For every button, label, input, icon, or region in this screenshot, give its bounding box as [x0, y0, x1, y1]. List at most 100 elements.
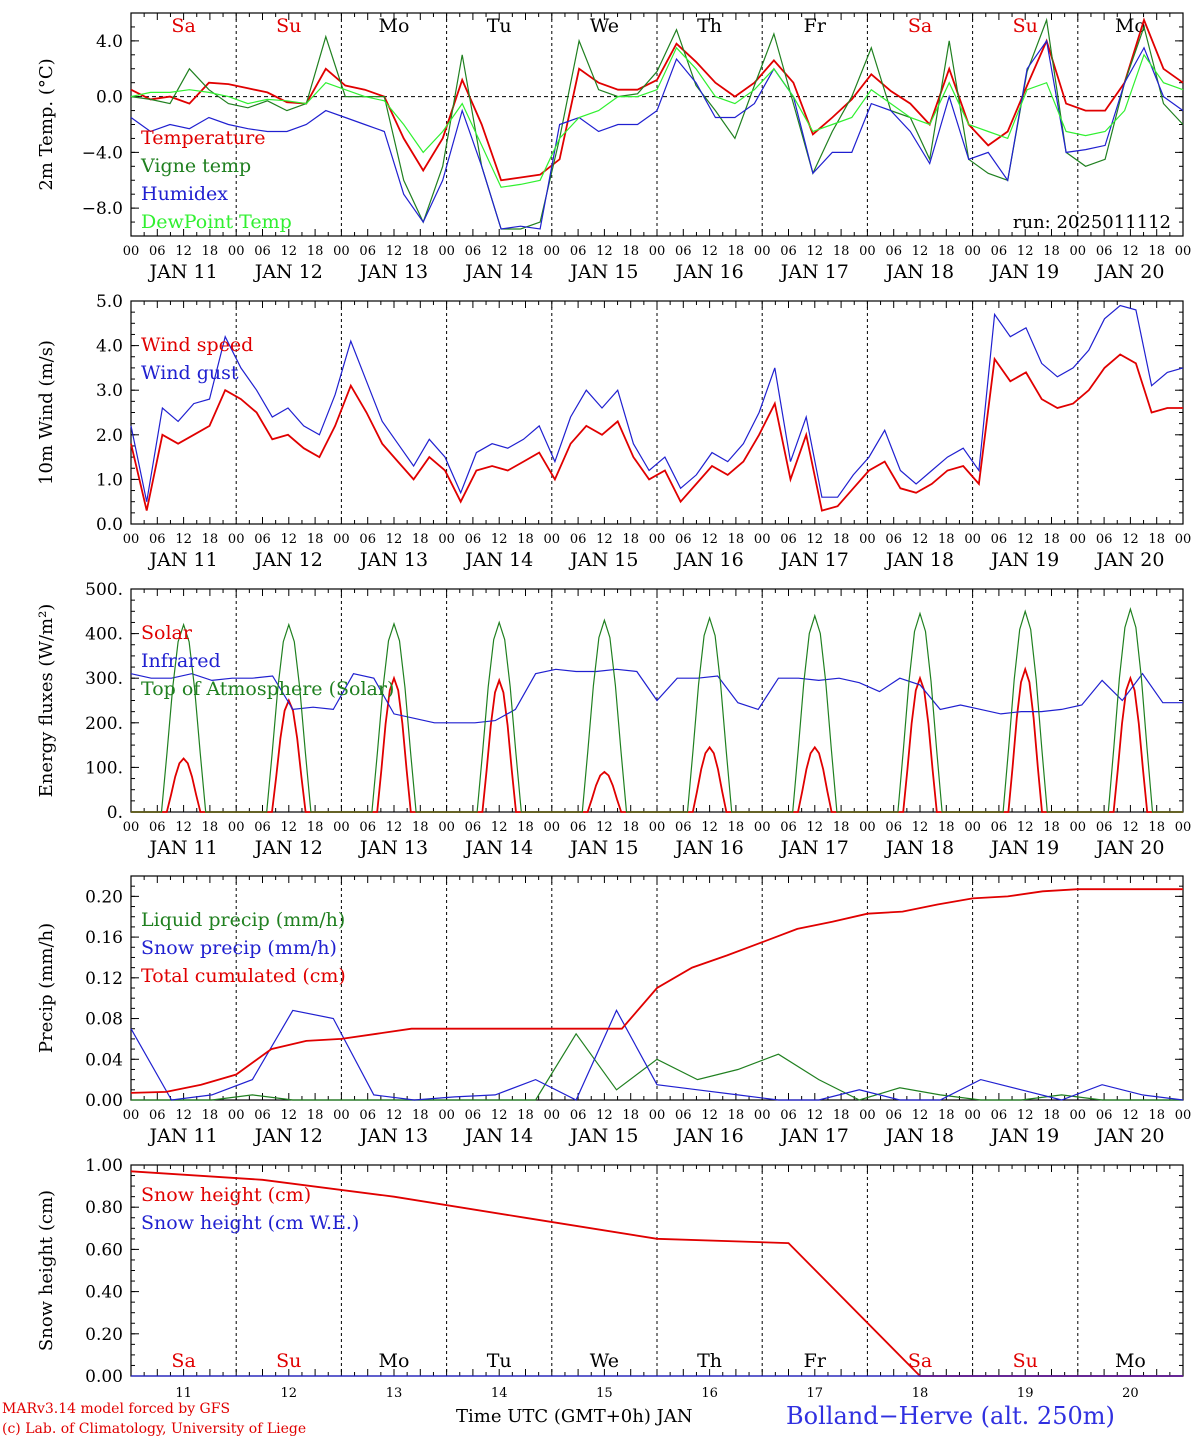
weekday-label: Su [276, 1350, 301, 1372]
y-tick-label: 400. [85, 625, 123, 645]
y-tick-label: 0.40 [85, 1283, 123, 1303]
x-hour-label: 00 [438, 820, 455, 835]
x-hour-label: 06 [991, 244, 1008, 259]
x-hour-label: 12 [491, 244, 508, 259]
x-hour-label: 12 [491, 820, 508, 835]
x-hour-label: 06 [991, 1108, 1008, 1123]
y-tick-label: 4.0 [96, 337, 123, 357]
x-day-label: JAN 17 [779, 1125, 849, 1147]
y-tick-label: 0.20 [85, 1325, 123, 1345]
x-hour-label: 18 [1148, 1108, 1165, 1123]
x-day-number: 17 [807, 1386, 824, 1401]
x-hour-label: 18 [1148, 244, 1165, 259]
x-hour-label: 18 [517, 532, 534, 547]
x-hour-label: 00 [438, 532, 455, 547]
weekday-label: Th [697, 15, 722, 37]
x-hour-label: 18 [307, 1108, 324, 1123]
x-hour-label: 06 [885, 820, 902, 835]
x-day-number: 16 [701, 1386, 718, 1401]
x-hour-label: 12 [701, 820, 718, 835]
y-tick-label: 300. [85, 669, 123, 689]
x-day-label: JAN 19 [989, 549, 1059, 571]
x-hour-label: 12 [281, 1108, 298, 1123]
legend-entry: Temperature [141, 127, 265, 149]
x-hour-label: 06 [1096, 244, 1113, 259]
x-hour-label: 18 [517, 1108, 534, 1123]
weekday-label: We [590, 15, 619, 37]
y-tick-label: 0.00 [85, 1367, 123, 1387]
x-hour-label: 12 [1017, 244, 1034, 259]
x-day-label: JAN 20 [1094, 837, 1164, 859]
x-hour-label: 12 [175, 820, 192, 835]
series-top-of-atmosphere-solar- [131, 607, 1183, 813]
y-tick-label: 100. [85, 758, 123, 778]
y-tick-label: 0. [107, 803, 123, 823]
y-tick-label: −4.0 [82, 143, 123, 163]
x-hour-label: 06 [254, 820, 271, 835]
legend-entry: Solar [141, 622, 193, 644]
series-infrared [130, 668, 1183, 724]
x-hour-label: 12 [491, 532, 508, 547]
x-hour-label: 18 [938, 244, 955, 259]
weekday-label: Mo [1115, 1350, 1146, 1372]
x-hour-label: 18 [728, 244, 745, 259]
x-day-label: JAN 15 [568, 837, 638, 859]
x-hour-label: 18 [833, 244, 850, 259]
y-tick-label: 0.80 [85, 1198, 123, 1218]
x-hour-label: 18 [728, 532, 745, 547]
x-day-label: JAN 18 [884, 837, 954, 859]
x-day-label: JAN 13 [358, 837, 428, 859]
footer-credit: (c) Lab. of Climatology, University of L… [2, 1421, 307, 1437]
y-tick-label: 200. [85, 714, 123, 734]
x-hour-label: 12 [1122, 1108, 1139, 1123]
x-hour-label: 06 [359, 820, 376, 835]
x-day-number: 15 [596, 1386, 613, 1401]
series-wind-gust [130, 304, 1184, 502]
x-hour-label: 12 [701, 244, 718, 259]
y-axis-label: Snow height (cm) [36, 1190, 57, 1351]
x-hour-label: 00 [123, 1108, 140, 1123]
x-hour-label: 12 [1122, 532, 1139, 547]
x-hour-label: 18 [938, 1108, 955, 1123]
x-hour-label: 00 [123, 820, 140, 835]
x-day-label: JAN 20 [1094, 549, 1164, 571]
x-hour-label: 00 [1070, 1108, 1087, 1123]
x-day-label: JAN 16 [674, 837, 744, 859]
x-hour-label: 12 [1017, 532, 1034, 547]
weekday-label: Fr [804, 1350, 827, 1372]
x-hour-label: 12 [386, 244, 403, 259]
x-hour-label: 00 [754, 1108, 771, 1123]
y-tick-label: 0.00 [85, 1091, 123, 1111]
weekday-label: We [590, 1350, 619, 1372]
x-day-label: JAN 20 [1094, 1125, 1164, 1147]
x-hour-label: 06 [359, 1108, 376, 1123]
x-day-label: JAN 12 [253, 261, 323, 283]
panel-2: 0.0 1.0 2.0 3.0 4.0 5.0 10m Wind (m/s) 00 06 12 18… [36, 292, 1191, 571]
x-hour-label: 18 [517, 244, 534, 259]
x-hour-label: 06 [675, 820, 692, 835]
x-day-number: 14 [491, 1386, 508, 1401]
x-hour-label: 06 [780, 532, 797, 547]
x-hour-label: 06 [465, 532, 482, 547]
x-hour-label: 00 [1175, 820, 1192, 835]
x-hour-label: 00 [544, 244, 561, 259]
y-tick-label: 0.12 [85, 969, 123, 989]
x-hour-label: 12 [807, 1108, 824, 1123]
x-hour-label: 18 [412, 532, 429, 547]
x-hour-label: 06 [1096, 1108, 1113, 1123]
x-hour-label: 00 [544, 532, 561, 547]
x-hour-label: 06 [149, 244, 166, 259]
weekday-label: Su [276, 15, 301, 37]
x-hour-label: 12 [912, 1108, 929, 1123]
x-day-label: JAN 13 [358, 549, 428, 571]
x-hour-label: 00 [228, 820, 245, 835]
x-hour-label: 18 [1043, 820, 1060, 835]
x-day-label: JAN 19 [989, 1125, 1059, 1147]
x-hour-label: 12 [912, 244, 929, 259]
x-hour-label: 00 [228, 532, 245, 547]
x-day-label: JAN 14 [463, 261, 533, 283]
x-hour-label: 06 [675, 532, 692, 547]
x-day-label: JAN 12 [253, 1125, 323, 1147]
x-hour-label: 00 [859, 820, 876, 835]
x-hour-label: 18 [202, 244, 219, 259]
